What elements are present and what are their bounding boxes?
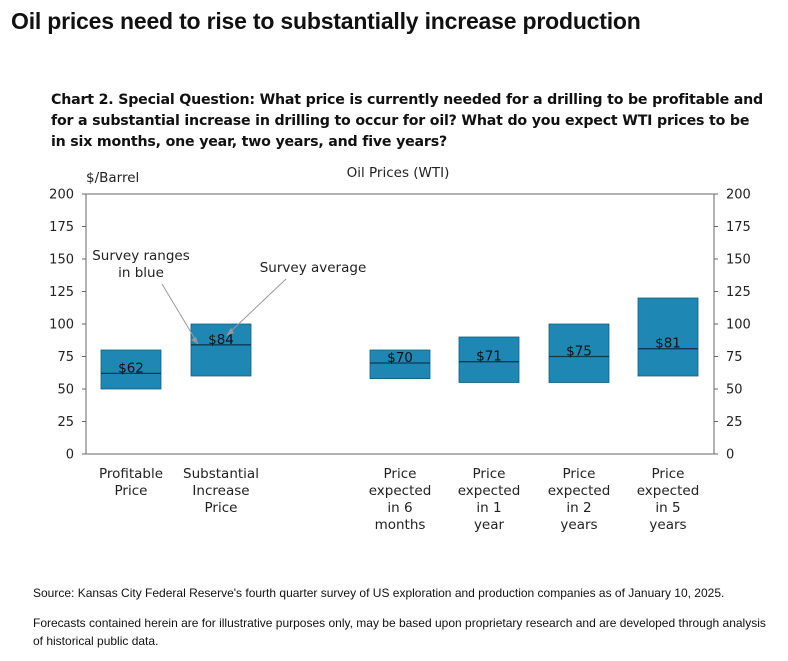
range-bar: [100, 349, 162, 390]
y-tick-label-right: 100: [726, 318, 751, 333]
category-label: months: [375, 517, 426, 533]
category-label: Price: [473, 466, 506, 482]
range-bar: [548, 323, 610, 383]
category-label: years: [560, 517, 597, 533]
average-label: $62: [118, 360, 144, 376]
y-tick-label-left: 150: [49, 253, 74, 268]
annotation-arrow-ranges: [161, 283, 199, 345]
category-label: expected: [637, 483, 700, 499]
range-bar: [190, 323, 252, 377]
y-tick-label-right: 50: [726, 383, 743, 398]
category-label: expected: [369, 483, 432, 499]
category-label: Price: [652, 466, 685, 482]
average-label: $81: [655, 336, 681, 352]
annotation-arrowhead-ranges: [191, 337, 198, 344]
annotation-ranges: Survey ranges: [92, 248, 190, 264]
category-label: Price: [563, 466, 596, 482]
annotation-arrow-average: [227, 278, 287, 335]
y-tick-label-right: 0: [726, 448, 734, 463]
oil-price-chart: 0 0 25 25 50 50 75 75 100 100 125 125 150 150 175 175 20…: [49, 165, 751, 533]
y-tick-label-right: 150: [726, 253, 751, 268]
disclaimer-note: Forecasts contained herein are for illus…: [33, 616, 766, 648]
page-headline: Oil prices need to rise to substantially…: [11, 8, 641, 34]
y-tick-label-left: 200: [49, 188, 74, 203]
range-bar: [458, 336, 520, 383]
y-tick-label-right: 125: [726, 285, 751, 300]
y-tick-label-right: 25: [726, 415, 743, 430]
series-label: Oil Prices (WTI): [347, 165, 450, 181]
y-tick-label-left: 175: [49, 220, 74, 235]
category-label: expected: [548, 483, 611, 499]
y-tick-label-left: 100: [49, 318, 74, 333]
range-bar: [369, 349, 431, 380]
range-bar: [637, 297, 699, 377]
average-label: $84: [208, 332, 234, 348]
y-tick-label-right: 200: [726, 188, 751, 203]
annotation-arrowhead-average: [226, 328, 234, 336]
category-label: expected: [458, 483, 521, 499]
average-label: $75: [566, 344, 592, 360]
average-label: $71: [476, 349, 502, 365]
category-label: Price: [205, 500, 238, 516]
category-label: in 5: [655, 500, 680, 516]
category-label: Substantial: [183, 466, 259, 482]
category-label: in 1: [476, 500, 501, 516]
category-label: Price: [384, 466, 417, 482]
plot-frame: [85, 193, 715, 455]
category-label: in 2: [566, 500, 591, 516]
y-tick-label-right: 175: [726, 220, 751, 235]
y-tick-label-left: 25: [57, 415, 74, 430]
annotation-average: Survey average: [260, 260, 367, 276]
y-tick-label-left: 125: [49, 285, 74, 300]
category-label: Profitable: [99, 466, 163, 482]
average-label: $70: [387, 350, 413, 366]
category-label: Increase: [192, 483, 249, 499]
category-label: Price: [115, 483, 148, 499]
y-axis-label: $/Barrel: [86, 170, 139, 186]
source-note: Source: Kansas City Federal Reserve's fo…: [33, 586, 725, 600]
category-label: years: [649, 517, 686, 533]
chart-title: Chart 2. Special Question: What price is…: [51, 92, 763, 150]
y-tick-label-left: 50: [57, 383, 74, 398]
category-label: in 6: [387, 500, 412, 516]
annotation-ranges: in blue: [118, 265, 164, 281]
y-tick-label-left: 75: [57, 350, 74, 365]
y-tick-label-right: 75: [726, 350, 743, 365]
y-tick-label-left: 0: [66, 448, 74, 463]
category-label: year: [474, 517, 505, 533]
